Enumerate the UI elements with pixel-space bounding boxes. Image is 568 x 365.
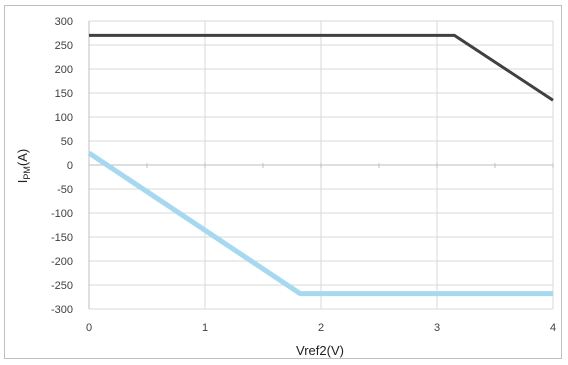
y-tick-label: 0 [67, 160, 73, 172]
series-light-blue-line [87, 150, 553, 297]
x-axis-title: Vref2(V) [296, 343, 344, 358]
y-tick-label: -150 [51, 232, 73, 244]
y-tick-label: -250 [51, 280, 73, 292]
y-axis-title-unit: (A) [15, 149, 30, 166]
y-tick-label: -50 [57, 184, 73, 196]
y-tick-label: 50 [61, 136, 73, 148]
y-tick-label: -200 [51, 256, 73, 268]
chart-frame [4, 5, 562, 359]
x-tick-labels: 0 1 2 3 4 [86, 322, 556, 334]
y-tick-label: 250 [55, 40, 73, 52]
y-tick-labels: 300 250 200 150 100 50 0 -50 -100 -150 -200 -250 -30… [51, 16, 73, 316]
x-tick-label: 4 [550, 322, 556, 334]
y-tick-label: 100 [55, 112, 73, 124]
x-tick-label: 1 [202, 322, 208, 334]
series-dark-line [89, 33, 554, 102]
x-tick-label: 3 [434, 322, 440, 334]
y-tick-label: -300 [51, 304, 73, 316]
y-tick-label: 150 [55, 88, 73, 100]
x-tick-label: 2 [318, 322, 324, 334]
y-axis-title: IPM(A) [15, 149, 32, 183]
y-axis-title-subscript: PM [22, 166, 32, 180]
x-tick-label: 0 [86, 322, 92, 334]
y-tick-label: 200 [55, 64, 73, 76]
y-tick-label: 300 [55, 16, 73, 28]
y-axis-title-base: I [15, 180, 30, 184]
series-layer [87, 33, 554, 297]
axes [88, 21, 554, 309]
y-tick-label: -100 [51, 208, 73, 220]
